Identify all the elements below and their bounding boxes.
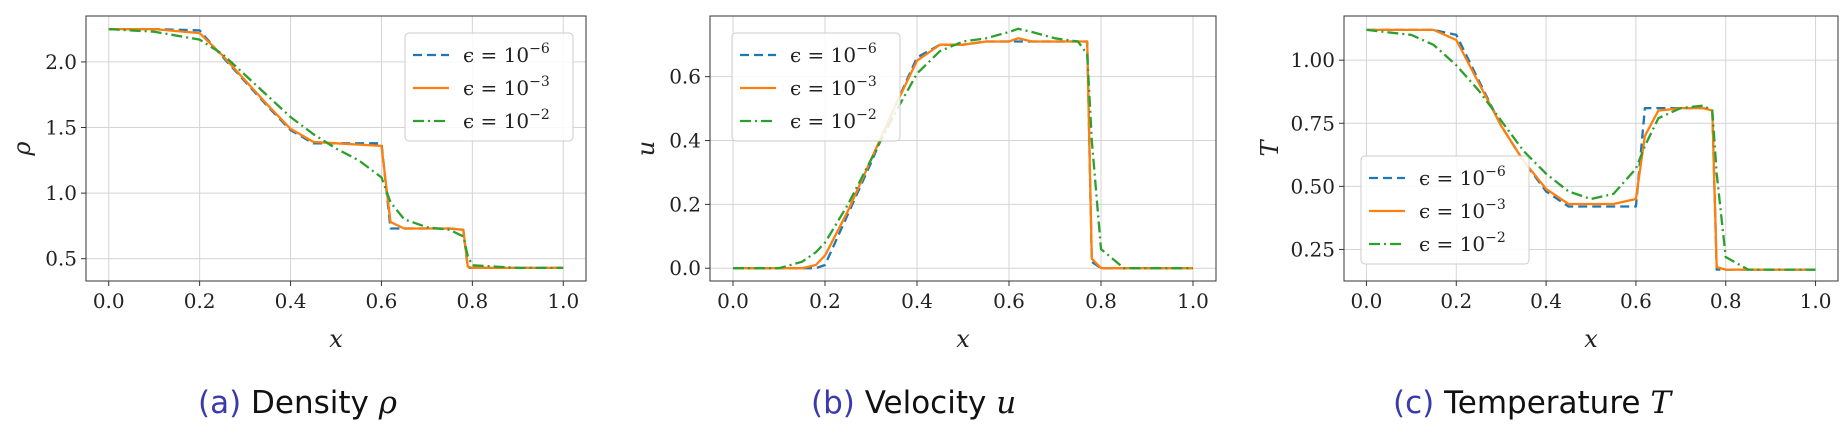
y-axis-label: ρ (8, 141, 36, 156)
y-tick-label: 1.0 (45, 181, 77, 205)
legend-label: ϵ = 10−6 (463, 41, 550, 67)
legend-label: ϵ = 10−6 (1419, 164, 1506, 190)
legend: ϵ = 10−6 ϵ = 10−3 ϵ = 10−2 (731, 32, 901, 142)
legend-label: ϵ = 10−2 (790, 107, 877, 133)
legend-label: ϵ = 10−3 (1419, 197, 1506, 223)
x-axis-label: x (956, 325, 970, 353)
y-tick-label: 0.75 (1290, 111, 1335, 135)
caption-density: (a) Density ρ (198, 385, 397, 421)
x-tick-label: 0.0 (1351, 289, 1383, 313)
y-tick-label: 0.0 (669, 256, 701, 280)
legend: ϵ = 10−6 ϵ = 10−3 ϵ = 10−2 (404, 32, 574, 142)
x-tick-label: 1.0 (1177, 289, 1209, 313)
caption-text: Density (251, 385, 369, 421)
x-tick-label: 0.8 (456, 289, 488, 313)
series-line-solid (733, 37, 1193, 270)
x-tick-label: 0.4 (901, 289, 933, 313)
temperature-chart: 0.0 0.2 0.4 0.6 0.8 1.0 0.25 0.50 0.75 1.00 x Tϵ = … (1256, 15, 1839, 353)
x-tick-label: 0.6 (366, 289, 398, 313)
series-line-dashdot (108, 27, 564, 270)
x-tick-label: 0.6 (1620, 289, 1652, 313)
y-tick-label: 0.6 (669, 65, 701, 89)
x-tick-label: 0.0 (93, 289, 125, 313)
x-axis-label: x (329, 325, 343, 353)
legend-box (731, 32, 901, 142)
caption-temperature: (c) Temperature T (1393, 385, 1671, 421)
chart-panel-density: 0.0 0.2 0.4 0.6 0.8 1.0 0.5 1.0 1.5 2.0 x ρ ϵ = 10−6… (0, 0, 620, 444)
y-tick-label: 0.5 (45, 247, 77, 271)
caption-letter: (c) (1393, 385, 1435, 421)
caption-symbol: ρ (378, 385, 397, 421)
caption-text: Velocity (864, 385, 987, 421)
caption-letter: (a) (198, 385, 242, 421)
density-chart: 0.0 0.2 0.4 0.6 0.8 1.0 0.5 1.0 1.5 2.0 x ρ ϵ = 10−6… (8, 15, 587, 353)
legend-label: ϵ = 10−3 (463, 74, 550, 100)
y-tick-label: 1.5 (45, 116, 77, 140)
y-axis-label: u (632, 141, 660, 156)
x-tick-label: 0.8 (1085, 289, 1117, 313)
caption-letter: (b) (811, 385, 855, 421)
y-tick-label: 1.00 (1290, 48, 1335, 72)
plot-frame (1343, 15, 1839, 282)
series-line-solid (1366, 28, 1816, 271)
caption-symbol: T (1650, 385, 1672, 421)
x-tick-label: 0.4 (1530, 289, 1562, 313)
x-axis-label: x (1584, 325, 1598, 353)
legend-label: ϵ = 10−2 (463, 107, 550, 133)
y-tick-label: 0.25 (1290, 237, 1335, 261)
x-tick-label: 1.0 (1800, 289, 1832, 313)
x-tick-label: 1.0 (547, 289, 579, 313)
plot-frame (85, 15, 587, 282)
caption-symbol: u (996, 385, 1017, 421)
velocity-chart: 0.0 0.2 0.4 0.6 0.8 1.0 0.0 0.2 0.4 0.6 x u ϵ = 10−6… (632, 15, 1217, 353)
chart-panel-velocity: 0.0 0.2 0.4 0.6 0.8 1.0 0.0 0.2 0.4 0.6 x u ϵ = 10−6… (620, 0, 1240, 444)
legend-label: ϵ = 10−3 (790, 74, 877, 100)
caption-velocity: (b) Velocity u (811, 385, 1016, 421)
y-tick-label: 2.0 (45, 50, 77, 74)
y-axis-label: T (1256, 139, 1284, 157)
legend-label: ϵ = 10−6 (790, 41, 877, 67)
series-line-dashdot (733, 27, 1193, 270)
series-line-dashdot (1366, 28, 1816, 271)
y-tick-label: 0.4 (669, 129, 701, 153)
x-tick-label: 0.2 (1440, 289, 1472, 313)
legend-box (1360, 155, 1530, 265)
y-tick-label: 0.2 (669, 192, 701, 216)
x-tick-label: 0.8 (1710, 289, 1742, 313)
x-tick-label: 0.2 (184, 289, 216, 313)
x-tick-label: 0.4 (275, 289, 307, 313)
x-tick-label: 0.2 (809, 289, 841, 313)
x-tick-label: 0.6 (993, 289, 1025, 313)
legend-box (404, 32, 574, 142)
legend-label: ϵ = 10−2 (1419, 230, 1506, 256)
legend: ϵ = 10−6 ϵ = 10−3 ϵ = 10−2 (1360, 155, 1530, 265)
caption-text: Temperature (1444, 385, 1641, 421)
series-line-solid (108, 27, 564, 270)
x-tick-label: 0.0 (717, 289, 749, 313)
plot-frame (709, 15, 1217, 282)
y-tick-label: 0.50 (1290, 174, 1335, 198)
